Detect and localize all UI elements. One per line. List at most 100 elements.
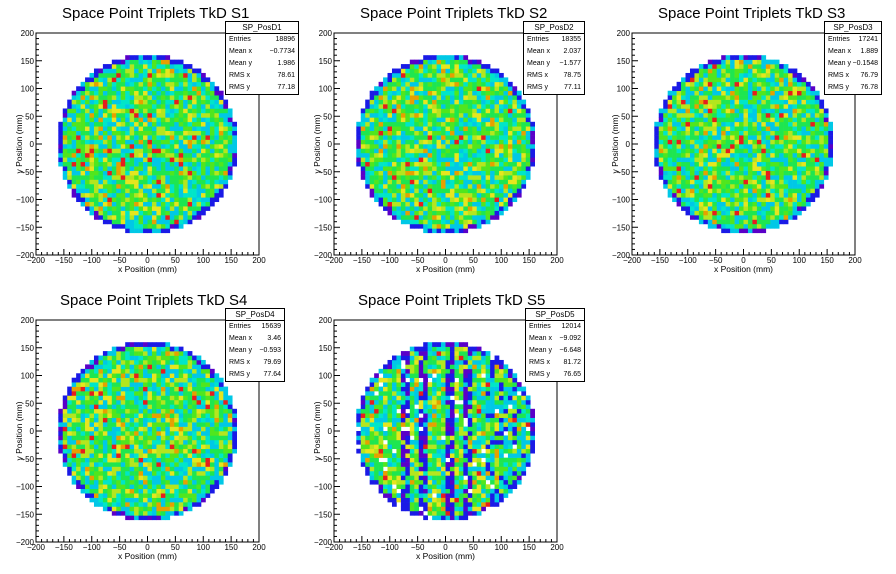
heatmap-cell	[774, 175, 780, 180]
heatmap-cell	[774, 77, 780, 83]
heatmap-cell	[805, 148, 811, 154]
heatmap-cell	[712, 197, 718, 203]
heatmap-cell	[129, 359, 135, 365]
heatmap-cell	[151, 135, 157, 140]
heatmap-cell	[85, 466, 90, 472]
heatmap-cell	[409, 86, 415, 92]
heatmap-cell	[743, 161, 749, 167]
heatmap-cell	[765, 81, 771, 87]
heatmap-cell	[698, 161, 704, 167]
heatmap-cell	[134, 201, 139, 207]
heatmap-cell	[521, 183, 527, 189]
heatmap-cell	[160, 130, 166, 136]
heatmap-cell	[476, 135, 482, 140]
heatmap-cell	[681, 95, 686, 100]
heatmap-cell	[62, 457, 68, 463]
heatmap-cell	[499, 188, 504, 194]
heatmap-cell	[521, 179, 527, 185]
heatmap-cell	[111, 148, 117, 154]
heatmap-cell	[120, 90, 126, 96]
heatmap-cell	[160, 439, 166, 445]
heatmap-cell	[174, 72, 180, 78]
heatmap-cell	[823, 166, 829, 171]
heatmap-cell	[747, 59, 753, 65]
heatmap-cell	[76, 439, 81, 445]
heatmap-cell	[143, 55, 148, 60]
heatmap-cell	[120, 81, 126, 87]
heatmap-cell	[89, 422, 95, 427]
heatmap-cell	[788, 139, 793, 145]
heatmap-cell	[218, 130, 224, 136]
heatmap-cell	[743, 152, 749, 158]
heatmap-cell	[472, 219, 478, 225]
heatmap-cell	[183, 188, 188, 194]
y-tick-label: −100	[314, 196, 333, 205]
heatmap-cell	[129, 448, 135, 454]
heatmap-cell	[828, 161, 833, 167]
heatmap-cell	[138, 99, 144, 105]
heatmap-cell	[441, 152, 446, 158]
heatmap-cell	[676, 201, 682, 207]
heatmap-cell	[378, 135, 384, 140]
heatmap-cell	[187, 121, 193, 127]
heatmap-cell	[138, 219, 144, 225]
heatmap-cell	[672, 148, 677, 154]
heatmap-cell	[147, 161, 153, 167]
heatmap-cell	[85, 435, 90, 441]
heatmap-cell	[129, 121, 135, 127]
heatmap-cell	[187, 130, 193, 136]
heatmap-cell	[196, 121, 202, 127]
heatmap-cell	[752, 77, 758, 83]
heatmap-cell	[774, 86, 780, 92]
heatmap-cell	[810, 144, 816, 149]
heatmap-cell	[427, 188, 433, 194]
heatmap-cell	[463, 81, 469, 87]
heatmap-cell	[725, 161, 731, 167]
heatmap-cell	[125, 359, 130, 365]
heatmap-cell	[98, 139, 104, 145]
heatmap-cell	[205, 126, 211, 131]
heatmap-cell	[138, 391, 144, 396]
heatmap-cell	[752, 130, 758, 136]
heatmap-cell	[178, 206, 184, 211]
heatmap-cell	[209, 152, 215, 158]
heatmap-cell	[414, 157, 420, 163]
heatmap-cell	[801, 166, 807, 171]
heatmap-cell	[739, 210, 744, 216]
heatmap-cell	[476, 179, 482, 185]
heatmap-cell	[134, 126, 139, 131]
heatmap-cell	[516, 161, 522, 167]
heatmap-cell	[423, 64, 428, 69]
heatmap-cell	[779, 197, 784, 203]
heatmap-cell	[485, 192, 491, 198]
heatmap-cell	[707, 215, 713, 220]
heatmap-cell	[93, 157, 99, 163]
heatmap-cell	[58, 422, 64, 427]
heatmap-cell	[369, 90, 375, 96]
heatmap-cell	[445, 72, 451, 78]
heatmap-cell	[685, 86, 691, 92]
heatmap-cell	[783, 219, 789, 225]
heatmap-cell	[423, 121, 428, 127]
heatmap-cell	[165, 228, 171, 234]
heatmap-cell	[67, 431, 72, 436]
heatmap-cell	[76, 144, 81, 149]
heatmap-cell	[102, 422, 108, 427]
heatmap-cell	[454, 126, 460, 131]
heatmap-cell	[774, 126, 780, 131]
heatmap-cell	[107, 399, 113, 405]
heatmap-cell	[770, 175, 776, 180]
heatmap-cell	[792, 117, 798, 123]
heatmap-cell	[192, 90, 197, 96]
heatmap-cell	[134, 135, 139, 140]
heatmap-cell	[205, 192, 211, 198]
heatmap-cell	[111, 117, 117, 123]
heatmap-cell	[418, 183, 424, 189]
heatmap-cell	[770, 219, 776, 225]
heatmap-cell	[365, 108, 370, 114]
heatmap-cell	[814, 139, 820, 145]
heatmap-cell	[120, 497, 126, 503]
heatmap-cell	[703, 77, 709, 83]
heatmap-cell	[387, 192, 393, 198]
heatmap-cell	[685, 90, 691, 96]
